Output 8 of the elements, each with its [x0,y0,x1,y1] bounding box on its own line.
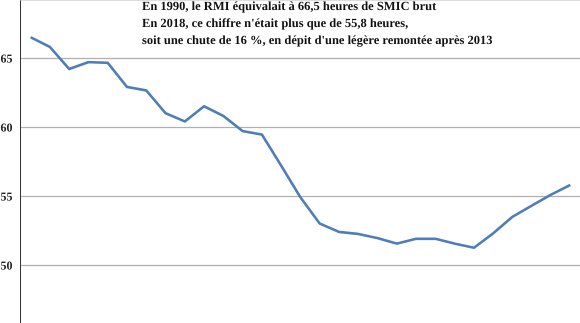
annotation: soit une chute de 16 %, en dépit d'une légère remontée après 2013 [142,33,493,47]
annotation: En 1990, le RMI équivalait à 66,5 heures de SMIC brut [142,0,438,13]
y-tick-label: 50 [0,258,12,273]
line-series [29,36,572,250]
y-tick-label: 65 [0,51,12,66]
y-tick-label: 60 [0,120,12,134]
annotation: En 2018, ce chiffre n'était plus que de 55,8 heures, [142,16,408,30]
y-tick-label: 55 [0,190,12,204]
